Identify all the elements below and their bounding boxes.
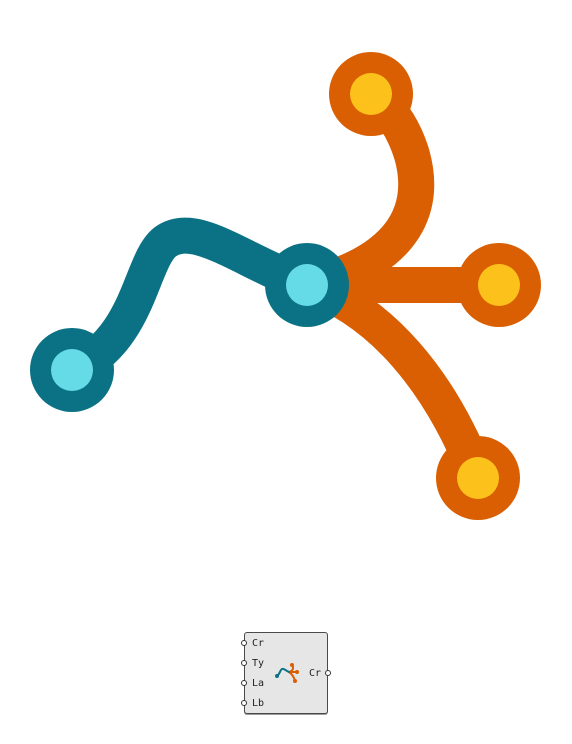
input-grip-la[interactable]	[241, 680, 247, 686]
lower-tip-node	[436, 436, 520, 520]
upper-tip-node	[329, 52, 413, 136]
start-node	[30, 328, 114, 412]
input-label-lb: Lb	[252, 698, 265, 709]
input-grip-cr[interactable]	[241, 640, 247, 646]
trunk-curve	[54, 217, 325, 388]
input-label-la: La	[252, 678, 265, 689]
curve-branch-icon	[275, 663, 299, 683]
middle-tip-node	[457, 243, 541, 327]
output-grip-cr[interactable]	[325, 670, 331, 676]
curve-branch-component[interactable]: Cr Ty La Lb Cr	[241, 632, 331, 714]
input-label-ty: Ty	[252, 658, 265, 669]
curve-diagram	[30, 52, 541, 520]
input-label-cr: Cr	[252, 638, 265, 649]
input-grip-lb[interactable]	[241, 700, 247, 706]
output-label-cr: Cr	[308, 668, 321, 679]
input-grip-ty[interactable]	[241, 660, 247, 666]
junction-node	[265, 243, 349, 327]
